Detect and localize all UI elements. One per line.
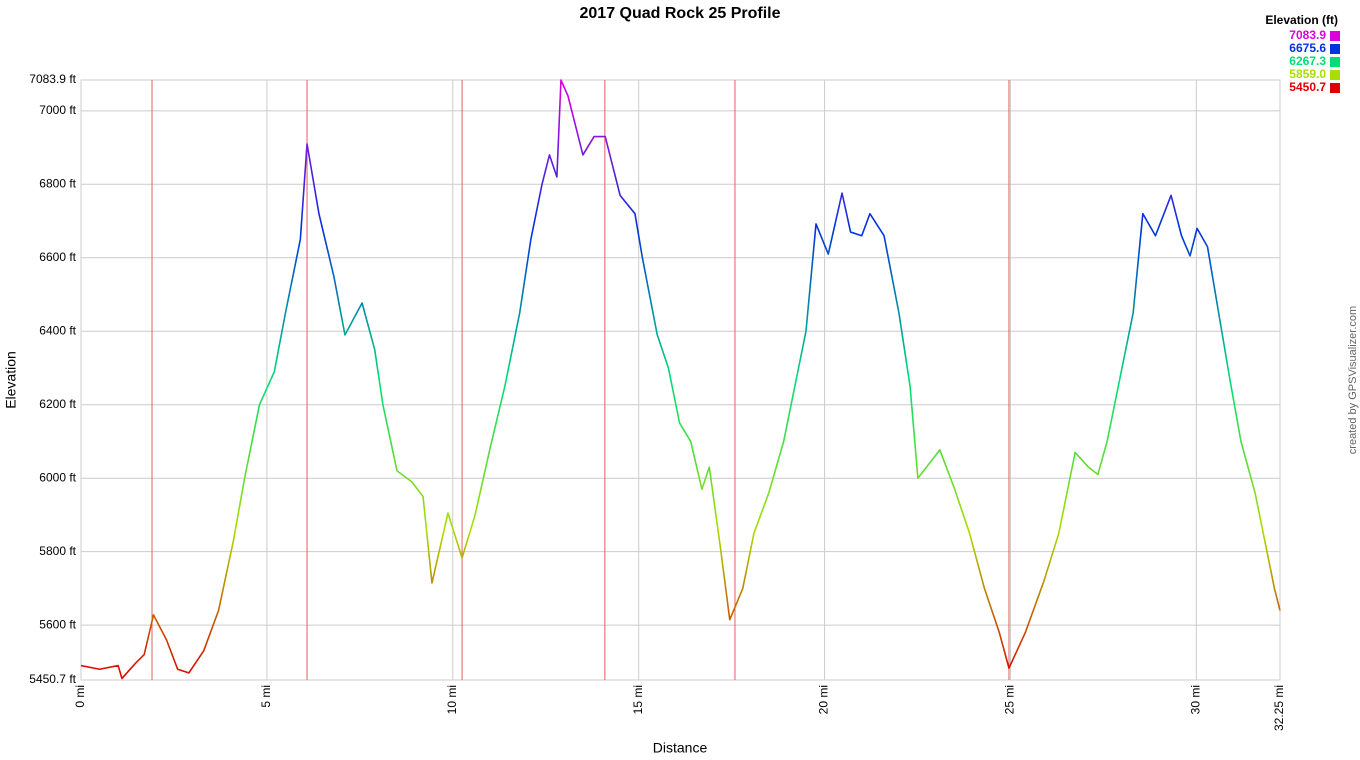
legend-swatch xyxy=(1330,70,1340,80)
legend-label: 7083.9 xyxy=(1289,28,1326,42)
x-tick-label: 5 mi xyxy=(259,685,273,708)
x-tick-label: 32.25 mi xyxy=(1272,685,1286,731)
credit: created by GPSVisualizer.com xyxy=(1347,306,1359,454)
y-tick-label: 6600 ft xyxy=(39,250,76,264)
y-tick-label: 7083.9 ft xyxy=(29,72,76,86)
y-tick-label: 6200 ft xyxy=(39,397,76,411)
legend-label: 5450.7 xyxy=(1289,80,1326,94)
plot-area xyxy=(80,79,1281,681)
legend-swatch xyxy=(1330,44,1340,54)
chart-title: 2017 Quad Rock 25 Profile xyxy=(580,5,781,22)
y-tick-label: 5450.7 ft xyxy=(29,672,76,686)
y-tick-label: 5600 ft xyxy=(39,617,76,631)
y-tick-label: 7000 ft xyxy=(39,103,76,117)
legend-swatch xyxy=(1330,31,1340,41)
x-tick-label: 25 mi xyxy=(1003,685,1017,714)
y-tick-label: 6000 ft xyxy=(39,470,76,484)
y-tick-label: 6800 ft xyxy=(39,176,76,190)
legend-title: Elevation (ft) xyxy=(1265,13,1338,27)
legend-label: 6267.3 xyxy=(1289,54,1326,68)
y-tick-label: 5800 ft xyxy=(39,544,76,558)
elevation-line xyxy=(80,79,1281,680)
x-tick-label: 30 mi xyxy=(1189,685,1203,714)
y-axis-label: Elevation xyxy=(3,351,19,409)
x-tick-label: 10 mi xyxy=(445,685,459,714)
y-tick-label: 6400 ft xyxy=(39,323,76,337)
legend-swatch xyxy=(1330,83,1340,93)
x-axis-label: Distance xyxy=(653,740,708,756)
x-tick-label: 20 mi xyxy=(817,685,831,714)
x-tick-label: 0 mi xyxy=(73,685,87,708)
legend-label: 5859.0 xyxy=(1289,67,1326,81)
legend-swatch xyxy=(1330,57,1340,67)
legend-label: 6675.6 xyxy=(1289,41,1326,55)
x-tick-label: 15 mi xyxy=(631,685,645,714)
